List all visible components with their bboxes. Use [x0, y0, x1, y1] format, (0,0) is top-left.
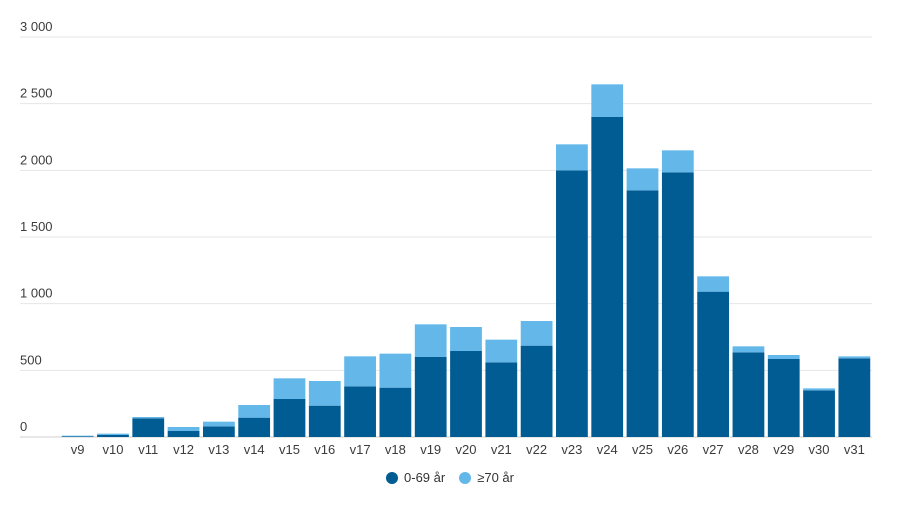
x-tick-label: v28 — [738, 442, 759, 457]
bar-segment-70plus — [520, 321, 553, 346]
x-tick-label: v21 — [491, 442, 512, 457]
bar-segment-0-69 — [61, 436, 94, 437]
bar-segment-70plus — [732, 346, 765, 353]
x-tick-label: v30 — [809, 442, 830, 457]
legend-swatch-0-69 — [386, 471, 399, 484]
x-tick-label: v16 — [314, 442, 335, 457]
bar-segment-70plus — [202, 421, 235, 427]
legend-item-0-69[interactable]: 0-69 år — [386, 470, 445, 485]
bar-segment-0-69 — [697, 291, 730, 437]
bar-segment-0-69 — [344, 386, 376, 437]
x-tick-label: v26 — [667, 442, 688, 457]
bar-segment-0-69 — [520, 345, 553, 437]
bar-segment-70plus — [273, 378, 306, 399]
y-tick-label: 1 000 — [20, 286, 53, 301]
x-tick-label: v19 — [420, 442, 441, 457]
bar-segment-70plus — [556, 144, 588, 171]
bar-segment-0-69 — [202, 426, 235, 437]
x-tick-label: v10 — [102, 442, 123, 457]
bar-segment-0-69 — [803, 390, 835, 437]
bar-segment-70plus — [414, 324, 447, 357]
x-tick-label: v27 — [703, 442, 724, 457]
bar-segment-70plus — [308, 381, 341, 406]
bar-segment-0-69 — [732, 352, 765, 437]
chart-legend: 0-69 år ≥70 år — [0, 470, 900, 485]
x-tick-label: v11 — [138, 442, 158, 457]
x-tick-label: v29 — [773, 442, 794, 457]
bar-segment-70plus — [697, 276, 730, 292]
bar-segment-0-69 — [838, 358, 871, 437]
y-tick-label: 500 — [20, 352, 42, 367]
x-tick-label: v31 — [844, 442, 865, 457]
bar-segment-0-69 — [308, 405, 341, 437]
x-tick-label: v18 — [385, 442, 406, 457]
bar-segment-70plus — [626, 168, 659, 191]
x-tick-label: v25 — [632, 442, 653, 457]
x-tick-label: v23 — [561, 442, 582, 457]
bar-segment-0-69 — [626, 190, 659, 437]
bar-segment-0-69 — [273, 399, 306, 437]
legend-item-70plus[interactable]: ≥70 år — [459, 470, 514, 485]
bar-segment-70plus — [167, 427, 200, 431]
bar-segment-70plus — [238, 405, 271, 418]
x-tick-label: v9 — [71, 442, 85, 457]
bar-segment-0-69 — [661, 172, 694, 438]
bar-segment-0-69 — [591, 117, 624, 437]
y-tick-label: 2 500 — [20, 86, 53, 101]
bar-segment-0-69 — [414, 357, 447, 437]
legend-swatch-70plus — [459, 471, 472, 484]
x-tick-label: v20 — [456, 442, 477, 457]
x-tick-label: v13 — [208, 442, 229, 457]
bar-segment-0-69 — [167, 431, 200, 437]
bar-segment-70plus — [661, 150, 694, 173]
y-tick-label: 3 000 — [20, 19, 53, 34]
y-tick-label: 1 500 — [20, 219, 53, 234]
x-tick-label: v22 — [526, 442, 547, 457]
bar-segment-0-69 — [450, 351, 482, 437]
bar-segment-0-69 — [97, 435, 129, 437]
bar-segment-70plus — [803, 388, 835, 391]
bar-segment-70plus — [379, 353, 412, 388]
x-tick-label: v14 — [244, 442, 265, 457]
x-tick-label: v12 — [173, 442, 194, 457]
x-tick-label: v17 — [350, 442, 371, 457]
bar-segment-0-69 — [556, 170, 588, 438]
legend-label-70plus: ≥70 år — [477, 470, 514, 485]
bar-segment-70plus — [97, 433, 129, 435]
legend-label-0-69: 0-69 år — [404, 470, 446, 485]
bar-segment-0-69 — [132, 418, 165, 437]
bar-segment-70plus — [61, 435, 94, 437]
bar-segment-70plus — [485, 339, 518, 363]
bar-segment-0-69 — [485, 362, 518, 437]
bar-segment-0-69 — [379, 387, 412, 437]
bar-segment-0-69 — [238, 417, 271, 437]
stacked-bar-chart: 0 500 1 000 1 500 2 000 2 500 3 000 v9 v10 v11 v12… — [20, 19, 872, 457]
x-tick-label: v15 — [279, 442, 300, 457]
bar-segment-70plus — [450, 327, 482, 351]
bar-segment-70plus — [344, 356, 376, 387]
y-tick-label: 2 000 — [20, 152, 53, 167]
x-tick-label: v24 — [597, 442, 618, 457]
bar-segment-70plus — [591, 84, 624, 117]
bar-segment-70plus — [767, 355, 800, 359]
bar-segment-0-69 — [767, 359, 800, 437]
bar-segment-70plus — [838, 356, 871, 359]
bar-segment-70plus — [132, 417, 165, 419]
y-tick-label: 0 — [20, 419, 27, 434]
